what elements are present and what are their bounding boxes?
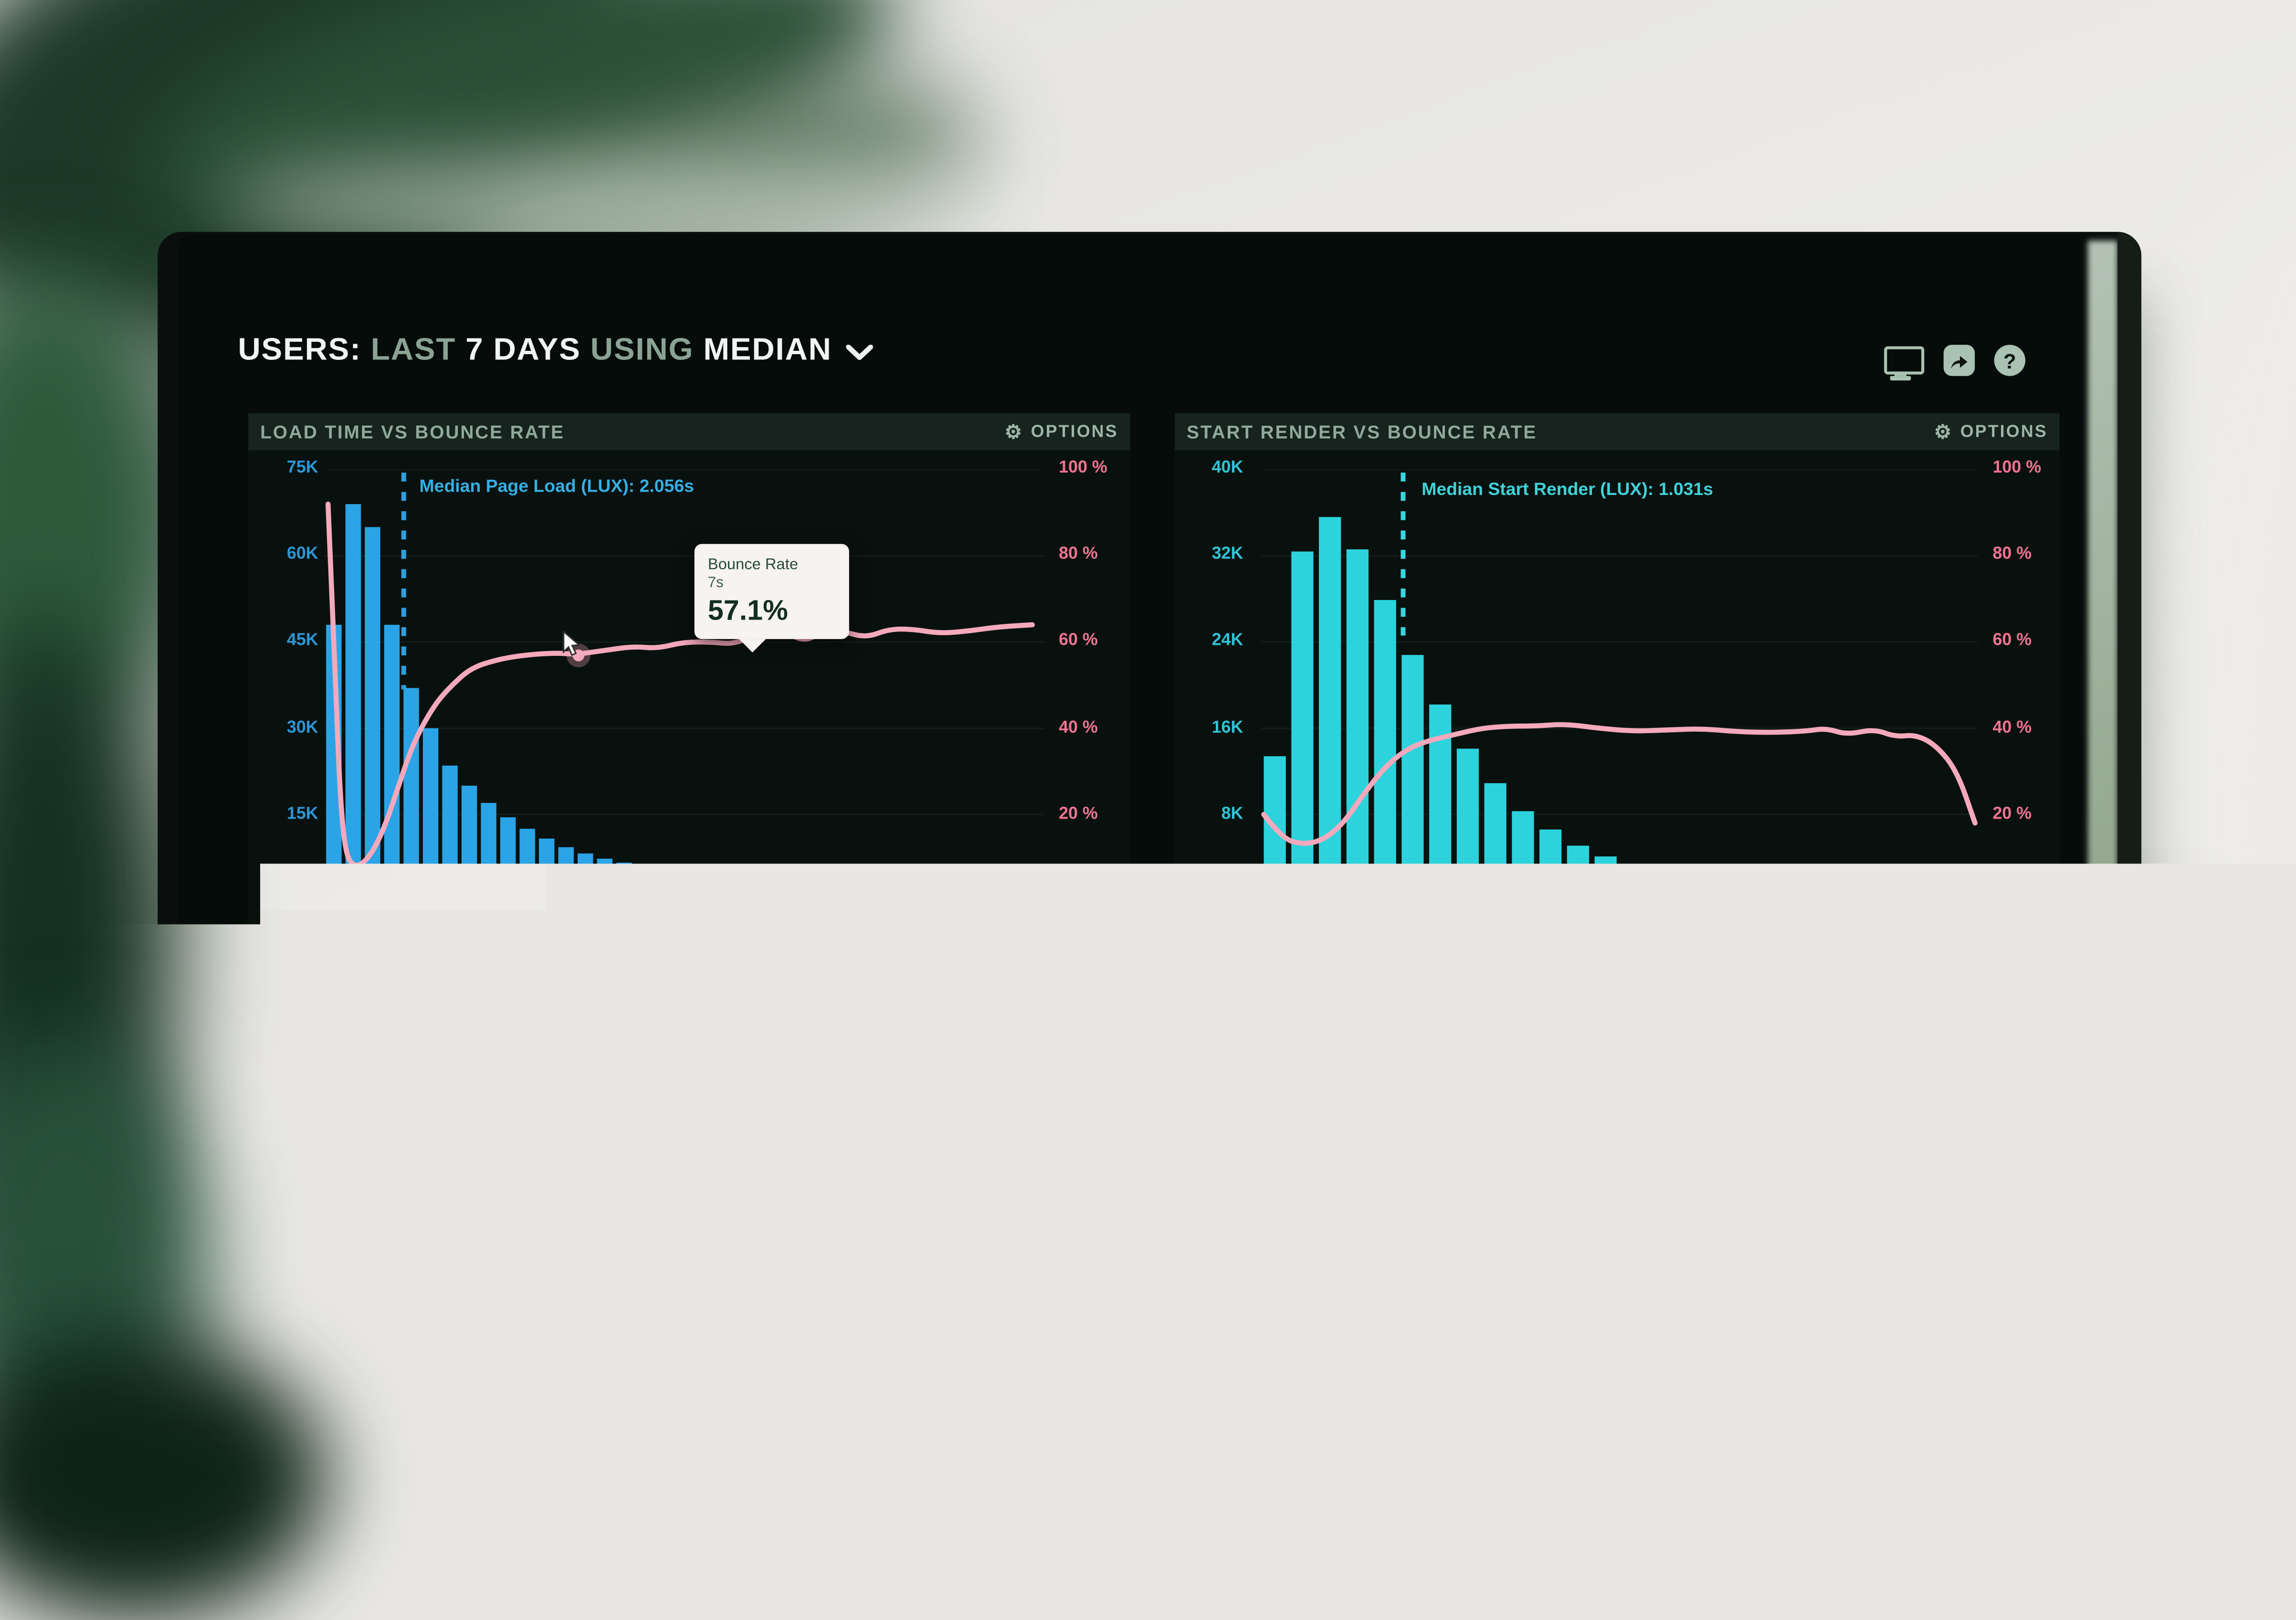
y-axis-left: 40K 32K 24K 16K 8K 0 bbox=[1178, 459, 1243, 911]
series-line-icon bbox=[722, 963, 744, 969]
y-axis-right: 100 % 80 % 60 % 40 % 20 % 0 % bbox=[1059, 459, 1124, 911]
metric-bounce-rate: Bounce Rate (LUX) 40.6% bbox=[860, 1077, 1142, 1167]
series-dot-icon bbox=[1446, 961, 1461, 976]
page-views-chart[interactable] bbox=[320, 1181, 989, 1479]
share-icon[interactable] bbox=[1944, 345, 1975, 376]
laptop-edge-highlight bbox=[2088, 241, 2117, 1531]
y-axis-left: 4 pvs 3.2 pvs 2.4 pvs 1.6 pvs bbox=[1166, 1177, 1243, 1460]
chevron-down-icon[interactable] bbox=[847, 345, 874, 361]
options-button[interactable]: ⚙ OPTIONS bbox=[1005, 1037, 1118, 1056]
metric-page-views: Page Views (LUX) 2.7Mpvs bbox=[560, 1077, 843, 1167]
legend-item: Page Load (LUX) bbox=[526, 957, 683, 975]
median-annotation: Median Page Load (LUX): 2.056s bbox=[420, 475, 694, 496]
notification-badge: 4 bbox=[2054, 1384, 2085, 1415]
panel-title: START RENDER VS BOUNCE RATE bbox=[1187, 421, 1537, 442]
x-axis: 0 2.5 5 7.5 10 12.5 15 17.5 bbox=[324, 911, 1044, 934]
series-dot-icon bbox=[526, 958, 540, 973]
gear-icon: ⚙ bbox=[1005, 1037, 1023, 1056]
help-icon[interactable]: ? bbox=[1994, 345, 2025, 376]
y-axis-sessions: 100K 80K 60K 40K bbox=[1936, 1177, 1990, 1460]
display-icon[interactable] bbox=[1884, 346, 1924, 374]
chat-widget-button[interactable]: 4 bbox=[1987, 1394, 2076, 1479]
x-axis: 012345 bbox=[1261, 911, 1978, 934]
options-button[interactable]: ⚙ OPTIONS bbox=[1934, 422, 2048, 441]
y-axis-pageviews: 500K 400K 300K 200K bbox=[1008, 1176, 1064, 1456]
metric-sessions: Sessions (LUX) 479K bbox=[1185, 1077, 1468, 1167]
y-axis-bounce: 100% 80% 60% 40% bbox=[1076, 1176, 1130, 1456]
y-axis-left: 75K 60K 45K 30K 15K 0 bbox=[250, 459, 318, 911]
metric-pvs-per-session: PVs Per Session (LUX) 2pvs bbox=[1789, 1077, 2072, 1167]
legend-item: Bounce Rate bbox=[722, 957, 853, 975]
metric-page-load: Page Load (LUX) 0.7s bbox=[259, 1077, 541, 1167]
laptop-bezel: MacBook Pro bbox=[179, 1479, 2088, 1532]
y-axis-length: 40 min 32 min 24 min bbox=[2001, 1177, 2070, 1373]
panel-title: SESSIONS bbox=[1187, 1037, 1293, 1058]
median-annotation: Median Start Render (LUX): 1.031s bbox=[1422, 479, 1713, 500]
metric-session-length: Session Length (LUX) 17min bbox=[1487, 1077, 1769, 1167]
page-title[interactable]: USERS: LAST 7 DAYS USING MEDIAN bbox=[238, 333, 874, 368]
laptop-edge bbox=[2117, 232, 2141, 1531]
gear-icon: ⚙ bbox=[1005, 422, 1023, 441]
metric-scope-dropdown[interactable]: USERS: LAST 7 DAYS USING MEDIAN bbox=[238, 333, 832, 367]
chart-tooltip: Bounce Rate 7s 57.1% bbox=[695, 544, 849, 639]
legend-item: Bounce Rate bbox=[1656, 960, 1788, 978]
sessions-chart[interactable] bbox=[1253, 1183, 1918, 1479]
legend-item: Start Render (LUX) bbox=[1446, 960, 1618, 978]
load-time-chart[interactable] bbox=[324, 470, 1044, 901]
gear-icon: ⚙ bbox=[1934, 1037, 1953, 1056]
options-button[interactable]: ⚙ OPTIONS bbox=[1005, 422, 1118, 441]
header-toolbar: ? bbox=[1884, 345, 2025, 376]
panel-title: PAGE VIEWS VS ONLOAD bbox=[260, 1037, 519, 1058]
gear-icon: ⚙ bbox=[1934, 422, 1953, 441]
panel-title: LOAD TIME VS BOUNCE RATE bbox=[260, 421, 565, 442]
y-axis-right: 100 % 80 % 60 % 40 % 20 % 0 % bbox=[1993, 459, 2058, 911]
dashboard-screen: USERS: LAST 7 DAYS USING MEDIAN ? LOAD T… bbox=[179, 235, 2088, 1479]
y-axis-left: 1s 0.8s 0.6s 0.4s bbox=[250, 1176, 318, 1455]
options-button[interactable]: ⚙ OPTIONS bbox=[1934, 1037, 2048, 1056]
laptop: USERS: LAST 7 DAYS USING MEDIAN ? LOAD T… bbox=[158, 232, 2141, 1531]
legend: Start Render (LUX) Bounce Rate bbox=[1175, 960, 2060, 978]
mouse-cursor bbox=[562, 630, 585, 657]
series-line-icon bbox=[1656, 966, 1679, 972]
photo-background: USERS: LAST 7 DAYS USING MEDIAN ? LOAD T… bbox=[0, 0, 2296, 1531]
laptop-brand-label: MacBook Pro bbox=[1078, 1489, 1189, 1507]
chat-bubble-icon bbox=[2008, 1416, 2055, 1461]
start-render-chart[interactable] bbox=[1261, 470, 1978, 901]
legend: Page Load (LUX) Bounce Rate bbox=[248, 957, 1130, 975]
